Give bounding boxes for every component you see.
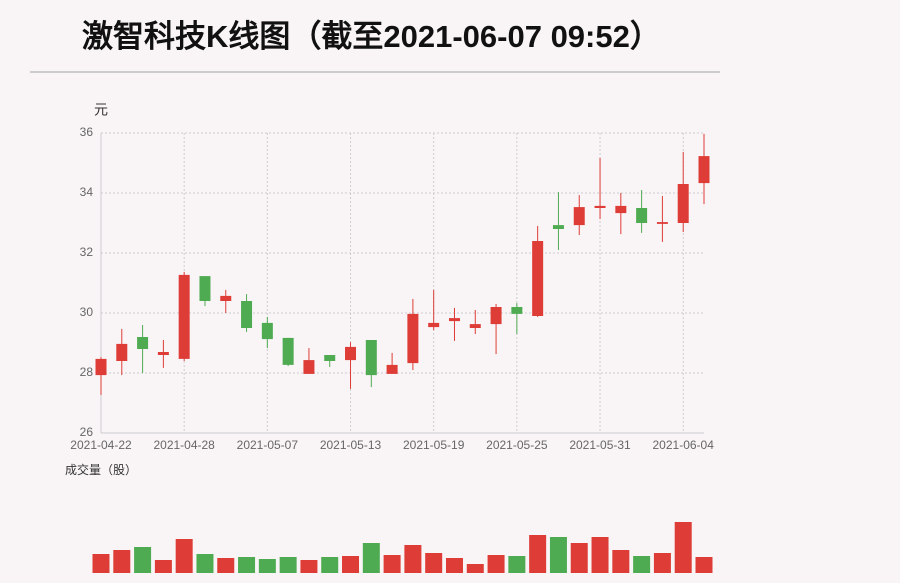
volume-bar — [549, 537, 567, 573]
volume-bar — [134, 547, 152, 573]
volume-bar — [300, 560, 318, 573]
volume-bar — [362, 543, 380, 573]
candle-body — [324, 355, 336, 361]
x-tick-label: 2021-04-22 — [70, 438, 132, 452]
y-tick-label: 26 — [80, 425, 94, 439]
candle-body — [594, 205, 606, 208]
x-tick-label: 2021-04-28 — [153, 438, 215, 452]
x-tick-label: 2021-05-25 — [486, 438, 548, 452]
candle-body — [220, 295, 232, 301]
candle-body — [282, 337, 294, 365]
volume-bar — [175, 539, 193, 573]
volume-bar — [612, 550, 630, 573]
x-tick-label: 2021-05-19 — [403, 438, 465, 452]
volume-bar — [633, 556, 651, 573]
candle-body — [345, 346, 357, 361]
candle-body — [573, 207, 585, 226]
candle-body — [407, 313, 419, 364]
candle-body — [532, 241, 544, 316]
candle-body — [469, 324, 481, 328]
candle-body — [698, 156, 710, 184]
candle-body — [677, 184, 689, 223]
volume-bar — [321, 557, 339, 573]
chart-title: 激智科技K线图（截至2021-06-07 09:52） — [82, 19, 661, 54]
candle-body — [137, 337, 149, 349]
candle-body — [615, 205, 627, 214]
volume-bar — [445, 558, 463, 573]
candle-body — [552, 225, 564, 229]
x-tick-label: 2021-05-07 — [237, 438, 299, 452]
volume-bar — [653, 553, 671, 573]
y-tick-label: 30 — [80, 305, 94, 319]
volume-bar — [591, 537, 609, 573]
volume-bar — [279, 557, 297, 573]
x-tick-label: 2021-05-31 — [569, 438, 631, 452]
candle-body — [448, 318, 460, 322]
x-tick-label: 2021-06-04 — [653, 438, 715, 452]
volume-bar — [466, 564, 484, 573]
volume-bar — [487, 555, 505, 573]
volume-bar — [674, 522, 692, 573]
volume-bar — [508, 556, 526, 573]
volume-bar — [154, 560, 172, 573]
y-tick-label: 32 — [80, 245, 94, 259]
y-tick-label: 28 — [80, 365, 94, 379]
candle-body — [199, 276, 211, 301]
volume-bar — [258, 559, 276, 573]
candle-body — [178, 274, 190, 359]
volume-bar — [238, 557, 256, 573]
volume-bar — [529, 535, 547, 573]
candle-body — [365, 340, 377, 376]
candle-body — [95, 358, 107, 376]
volume-bar — [570, 543, 588, 573]
y-tick-label: 34 — [80, 185, 94, 199]
volume-label: 成交量（股） — [65, 462, 137, 477]
volume-bar — [342, 556, 360, 573]
volume-bar — [695, 557, 713, 573]
candle-body — [428, 322, 440, 328]
volume-bar — [383, 555, 401, 573]
volume-bar — [113, 550, 131, 573]
volume-bar — [217, 558, 235, 573]
candle-body — [261, 322, 273, 340]
y-axis-label: 元 — [94, 102, 108, 118]
volume-bar — [196, 554, 214, 573]
candle-body — [511, 307, 523, 314]
candle-body — [157, 352, 169, 355]
volume-bar — [425, 553, 443, 573]
candle-body — [116, 343, 128, 361]
candle-body — [386, 364, 398, 374]
x-tick-label: 2021-05-13 — [320, 438, 382, 452]
volume-bar — [404, 545, 422, 573]
candle-body — [241, 301, 253, 328]
volume-bar — [92, 554, 110, 573]
candle-body — [636, 208, 648, 223]
candle-body — [490, 307, 502, 325]
candle-body — [656, 222, 668, 224]
y-tick-label: 36 — [80, 125, 94, 139]
candle-body — [303, 360, 315, 374]
